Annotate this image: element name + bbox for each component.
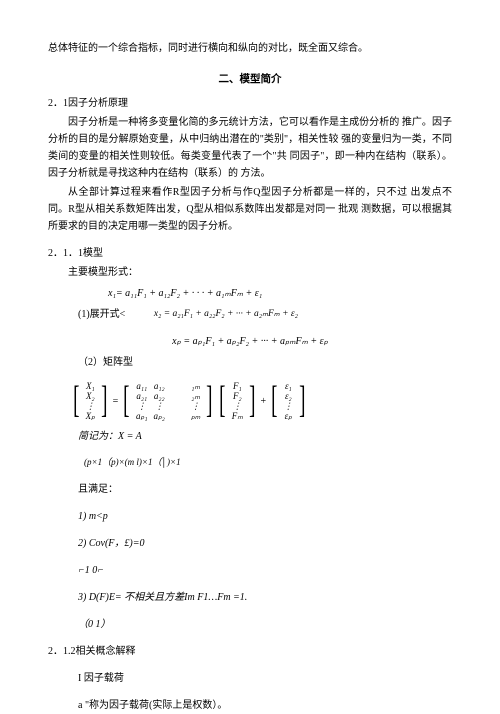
matrix-F: [ F₁F₂⋮Fₘ ] xyxy=(216,381,258,423)
cond-1: 1) m<p xyxy=(78,508,452,525)
short-form: 简记为：X = A xyxy=(78,428,452,445)
matrix-eps: [ ε₁ε₂⋮εₚ ] xyxy=(268,381,308,423)
cond-3b: （0 1） xyxy=(78,616,452,633)
cond-3: 3) D(F)E= 不相关且方差Im F1…Fm =1. xyxy=(78,589,452,606)
model-form-label: 主要模型形式： xyxy=(48,264,452,281)
matrix-form-label: （2）矩阵型 xyxy=(78,354,452,371)
short-form-dims: (p×1（p)×(m l)×1（│)×1 xyxy=(84,455,452,470)
equation-x2: x₂ = a₂₁F₁ + a₂₂F₂ + ··· + a₂ₘFₘ + ε₂ xyxy=(154,306,298,322)
heading-2-1-2: 2．1.2相关概念解释 xyxy=(48,643,452,660)
cond-2b: ⌐1 0⌐ xyxy=(78,562,452,579)
section-2-title: 二、模型简介 xyxy=(48,71,452,89)
page: 总体特征的一个综合指标，同时进行横向和纵向的对比，既全面又综合。 二、模型简介 … xyxy=(0,0,500,708)
matrix-equation: [ X₁X₂⋮Xₚ ] = [ a₁₁a₂₁⋮aₚ₁ a₁₂a₂₂⋮aₚ₂ ₁ₘ… xyxy=(70,381,452,423)
equation-xp: xₚ = aₚ₁F₁ + aₚ₂F₂ + ··· + aₚₘFₘ + εₚ xyxy=(48,333,452,350)
matrix-X: [ X₁X₂⋮Xₚ ] xyxy=(70,381,111,423)
para-2-1-a: 因子分析是一种将多变量化简的多元统计方法，它可以看作是主成份分析的 推广。因子分… xyxy=(48,114,452,182)
expand-label: (1)展开式< xyxy=(78,306,125,323)
heading-2-1: 2．1因子分析原理 xyxy=(48,95,452,112)
heading-2-1-1: 2．1．1模型 xyxy=(48,245,452,262)
equation-x1: x₁= a₁₁F₁ + a₁₂F₂ + · · · + a₁ₘFₘ + ε₁ xyxy=(108,285,452,302)
item-factor-loading-desc: a "称为因子载荷(实际上是权数）。 xyxy=(78,697,452,714)
para-2-1-b: 从全部计算过程来看作R型因子分析与作Q型因子分析都是一样的，只不过 出发点不同。… xyxy=(48,184,452,235)
intro-line: 总体特征的一个综合指标，同时进行横向和纵向的对比，既全面又综合。 xyxy=(48,40,452,57)
matrix-A: [ a₁₁a₂₁⋮aₚ₁ a₁₂a₂₂⋮aₚ₂ ₁ₘ₂ₘ⋮ₚₘ ] xyxy=(120,381,216,423)
and-satisfy: 且满足： xyxy=(78,481,452,498)
cond-2: 2) Cov(F，£)=0 xyxy=(78,535,452,552)
item-factor-loading: I 因子载荷 xyxy=(78,670,452,687)
